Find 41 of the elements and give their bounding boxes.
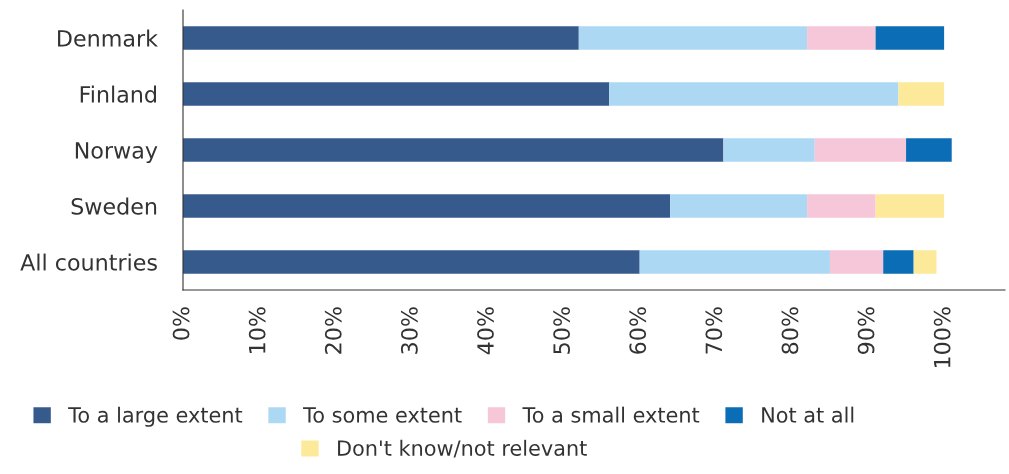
y-tick-label: All countries xyxy=(20,253,157,271)
x-tick-label: 60% xyxy=(629,307,647,354)
bar xyxy=(578,26,808,50)
y-tick-label: Denmark xyxy=(58,29,158,47)
bar xyxy=(183,194,671,218)
legend-label: Not at all xyxy=(762,406,854,423)
x-tick-label: 30% xyxy=(400,307,418,354)
x-tick-label: 90% xyxy=(857,307,875,354)
x-tick-label: 10% xyxy=(248,307,266,353)
x-tick-label: 70% xyxy=(705,307,723,354)
bar xyxy=(609,82,899,106)
bar xyxy=(898,82,945,106)
bar xyxy=(814,138,907,162)
bar xyxy=(670,194,808,218)
bar xyxy=(807,26,876,50)
bar xyxy=(639,250,830,274)
bar xyxy=(183,26,579,50)
legend-label: To a large extent xyxy=(68,406,243,427)
x-tick-label: 20% xyxy=(324,307,342,354)
x-tick-label: 100% xyxy=(933,307,951,368)
bar xyxy=(807,194,876,218)
bar xyxy=(183,250,640,274)
legend-label: Don't know/not relevant xyxy=(338,439,587,458)
x-tick-label: 50% xyxy=(553,307,570,354)
bar xyxy=(875,26,945,50)
bar xyxy=(883,250,914,274)
bar xyxy=(906,138,952,162)
legend-label: To a small extent xyxy=(522,406,700,423)
bar xyxy=(723,138,815,162)
y-tick-label: Norway xyxy=(75,142,158,164)
bar xyxy=(183,138,724,162)
bar xyxy=(875,194,945,218)
bar xyxy=(183,82,610,106)
bar xyxy=(829,250,884,274)
y-tick-label: Finland xyxy=(80,85,156,103)
x-tick-label: 80% xyxy=(781,307,799,354)
y-tick-label: Sweden xyxy=(71,197,157,215)
bar xyxy=(913,250,937,274)
legend-label: To some extent xyxy=(303,407,462,423)
x-tick-label: 0% xyxy=(172,307,190,340)
x-tick-label: 40% xyxy=(477,307,494,355)
